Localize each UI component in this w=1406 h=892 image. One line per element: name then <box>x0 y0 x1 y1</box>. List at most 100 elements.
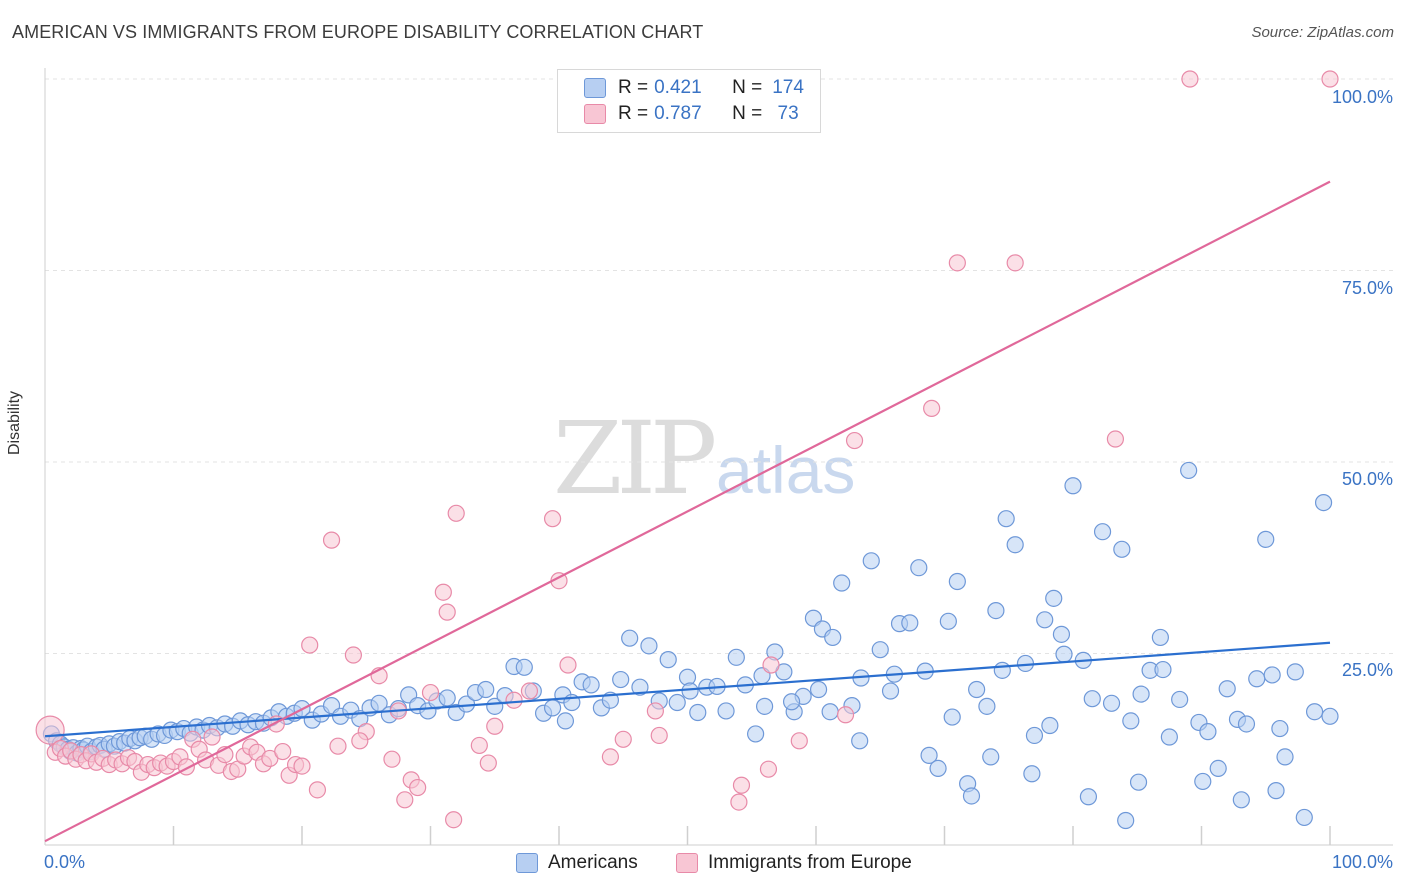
y-tick-label-75: 75.0% <box>1341 278 1393 298</box>
immigrants-point <box>543 510 562 528</box>
immigrants-point <box>329 737 347 755</box>
americans-point <box>1267 782 1285 800</box>
immigrants-point <box>646 702 664 720</box>
americans-point <box>833 574 851 592</box>
americans-point <box>1276 748 1294 766</box>
americans-point <box>438 689 456 707</box>
gridlines <box>45 78 1393 654</box>
immigrants-point <box>759 760 778 778</box>
immigrants-point <box>732 776 751 794</box>
americans-point <box>1083 690 1101 708</box>
americans-point <box>612 670 630 689</box>
chart-title: AMERICAN VS IMMIGRANTS FROM EUROPE DISAB… <box>12 22 704 42</box>
immigrants-point <box>948 254 966 272</box>
americans-point <box>997 510 1015 528</box>
immigrants-point <box>650 726 668 745</box>
americans-point <box>477 680 495 699</box>
r-label: R = <box>618 77 649 98</box>
americans-point <box>1129 773 1148 791</box>
americans-point <box>1006 536 1024 554</box>
immigrants-point <box>505 691 523 709</box>
y-tick-label-100: 100.0% <box>1331 87 1393 107</box>
immigrants-point <box>344 646 362 664</box>
americans-point <box>929 759 947 778</box>
americans-point <box>920 746 938 764</box>
americans-point <box>1132 685 1150 703</box>
americans-point <box>1052 625 1071 643</box>
americans-point <box>978 697 996 715</box>
immigrants-point <box>35 715 65 745</box>
americans-n-value: 174 <box>772 77 804 98</box>
americans-point <box>1151 628 1169 647</box>
immigrants-point <box>762 656 780 674</box>
americans-point <box>1271 719 1289 738</box>
americans-points <box>42 461 1339 830</box>
americans-swatch <box>584 78 606 98</box>
x-tick-label-max: 100.0% <box>1331 852 1393 872</box>
americans-point <box>1064 477 1082 495</box>
americans-point <box>1232 791 1250 809</box>
americans-point <box>862 552 880 570</box>
immigrants-point <box>434 583 452 601</box>
americans-point <box>1263 666 1281 684</box>
americans-point <box>1154 660 1172 679</box>
immigrants-point <box>421 683 440 702</box>
americans-point <box>809 680 828 699</box>
americans-point <box>689 703 707 722</box>
americans-point <box>871 641 889 659</box>
immigrants-point <box>203 728 221 746</box>
americans-point <box>1199 723 1217 741</box>
legend-row-americans: R = 0.421 N = 174 <box>584 76 804 100</box>
immigrants-point <box>383 750 401 768</box>
legend-immigrants[interactable]: Immigrants from Europe <box>676 852 912 874</box>
americans-point <box>1023 765 1041 783</box>
americans-point <box>782 693 801 711</box>
immigrants-point <box>790 732 808 750</box>
axes <box>44 68 1393 846</box>
americans-point <box>968 680 986 699</box>
americans-point <box>1295 808 1313 827</box>
americans-point <box>727 648 745 666</box>
immigrants-point <box>601 748 620 766</box>
immigrants-point <box>308 781 327 799</box>
immigrants-point <box>396 791 414 809</box>
immigrants-point <box>445 811 463 829</box>
americans-point <box>556 712 575 730</box>
americans-point <box>515 658 533 676</box>
americans-point <box>1045 589 1063 607</box>
immigrants-point <box>470 736 488 755</box>
americans-r-value: 0.421 <box>654 77 702 98</box>
americans-point <box>1122 712 1140 730</box>
americans-point <box>1248 670 1266 688</box>
legend-americans[interactable]: Americans <box>516 852 638 874</box>
immigrants-point <box>479 754 497 772</box>
americans-point <box>1079 788 1098 806</box>
watermark-zip: ZIP <box>553 400 717 517</box>
americans-point <box>948 572 966 591</box>
americans-point <box>1093 523 1112 541</box>
americans-point <box>1025 726 1044 745</box>
americans-legend-swatch <box>516 853 538 873</box>
americans-point <box>943 708 961 726</box>
immigrants-point <box>1321 70 1339 88</box>
immigrants-legend-swatch <box>676 853 698 873</box>
americans-point <box>1314 493 1333 512</box>
immigrants-point <box>1181 70 1199 88</box>
immigrants-point <box>486 717 504 735</box>
immigrants-r-value: 0.787 <box>654 103 702 124</box>
americans-point <box>1036 611 1054 629</box>
americans-point <box>543 699 562 717</box>
americans-point <box>1237 715 1256 733</box>
bottom-legend: Americans Immigrants from Europe <box>0 852 1406 876</box>
immigrants-point <box>409 778 427 797</box>
americans-point <box>1180 461 1198 480</box>
immigrants-point <box>438 603 456 621</box>
immigrants-point <box>1006 254 1024 272</box>
americans-point <box>1194 772 1212 791</box>
americans-point <box>1305 703 1324 721</box>
legend-immigrants-label: Immigrants from Europe <box>708 852 912 873</box>
immigrants-point <box>293 757 311 775</box>
watermark-atlas: atlas <box>716 433 856 507</box>
n-label: N = <box>732 103 763 124</box>
americans-trend-line <box>44 641 1331 738</box>
